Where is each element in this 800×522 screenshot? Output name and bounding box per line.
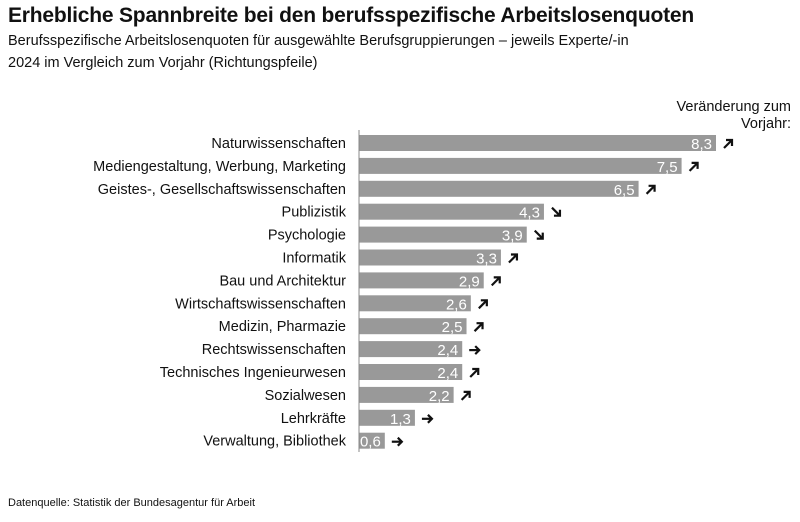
bar (359, 432, 385, 449)
legend-title-line-1: Veränderung zum (676, 99, 791, 115)
bar (359, 318, 467, 335)
bar (359, 295, 471, 312)
trend-up-arrow-icon (508, 253, 519, 264)
category-label: Naturwissenschaften (211, 136, 346, 152)
trend-up-arrow-icon (478, 299, 488, 310)
bar (359, 341, 463, 358)
trend-up-arrow-icon (460, 390, 471, 401)
value-label: 1,3 (390, 411, 411, 428)
category-label: Sozialwesen (265, 388, 346, 404)
value-label: 8,3 (691, 136, 712, 153)
value-label: 2,2 (429, 388, 450, 405)
value-label: 2,9 (459, 273, 480, 290)
value-label: 7,5 (657, 159, 678, 176)
trend-up-arrow-icon (688, 161, 699, 172)
category-label: Geistes-, Gesellschaftswissenschaften (98, 182, 346, 198)
trend-up-arrow-icon (473, 322, 484, 332)
bar (359, 180, 639, 197)
legend-title: Veränderung zum Vorjahr: (677, 99, 791, 133)
category-label: Technisches Ingenieurwesen (160, 365, 346, 381)
trend-up-arrow-icon (645, 184, 656, 195)
trend-up-arrow-icon (469, 367, 480, 378)
trend-flat-arrow-icon (391, 436, 404, 447)
category-label: Bau und Architektur (219, 273, 346, 289)
value-label: 6,5 (614, 182, 635, 199)
bar (359, 386, 454, 403)
legend-title-line-2: Vorjahr: (741, 116, 791, 132)
category-label: Publizistik (282, 205, 347, 221)
source-note: Datenquelle: Statistik der Bundesagentur… (8, 497, 256, 509)
bar (359, 409, 415, 426)
category-label: Mediengestaltung, Werbung, Marketing (93, 159, 346, 175)
value-label: 2,5 (442, 319, 463, 336)
chart-subtitle-line-1: Berufsspezifische Arbeitslosenquoten für… (8, 33, 629, 49)
category-label: Informatik (282, 251, 346, 267)
category-label: Psychologie (268, 228, 346, 244)
bar (359, 157, 682, 174)
value-label: 3,9 (502, 228, 523, 245)
category-label: Lehrkräfte (281, 411, 346, 427)
category-label: Wirtschaftswissenschaften (175, 296, 346, 312)
trend-up-arrow-icon (723, 138, 734, 149)
value-label: 4,3 (519, 205, 540, 222)
chart-title: Erhebliche Spannbreite bei den berufsspe… (8, 4, 694, 27)
category-label: Verwaltung, Bibliothek (203, 434, 346, 450)
trend-down-arrow-icon (533, 229, 544, 240)
trend-flat-arrow-icon (469, 345, 481, 355)
bar (359, 272, 484, 289)
bar (359, 203, 544, 220)
value-label: 2,6 (446, 296, 467, 313)
category-label: Rechtswissenschaften (202, 342, 346, 358)
trend-down-arrow-icon (551, 206, 562, 217)
bar (359, 135, 716, 151)
category-label: Medizin, Pharmazie (219, 319, 346, 335)
bar (359, 249, 501, 266)
bar (359, 364, 463, 380)
chart-subtitle-line-2: 2024 im Vergleich zum Vorjahr (Richtungs… (8, 55, 318, 71)
value-label: 2,4 (437, 342, 458, 359)
trend-up-arrow-icon (490, 276, 501, 287)
value-label: 2,4 (437, 365, 458, 382)
bar (359, 226, 527, 243)
value-label: 3,3 (476, 251, 497, 268)
trend-flat-arrow-icon (421, 414, 434, 424)
value-label: 0,6 (360, 434, 381, 451)
